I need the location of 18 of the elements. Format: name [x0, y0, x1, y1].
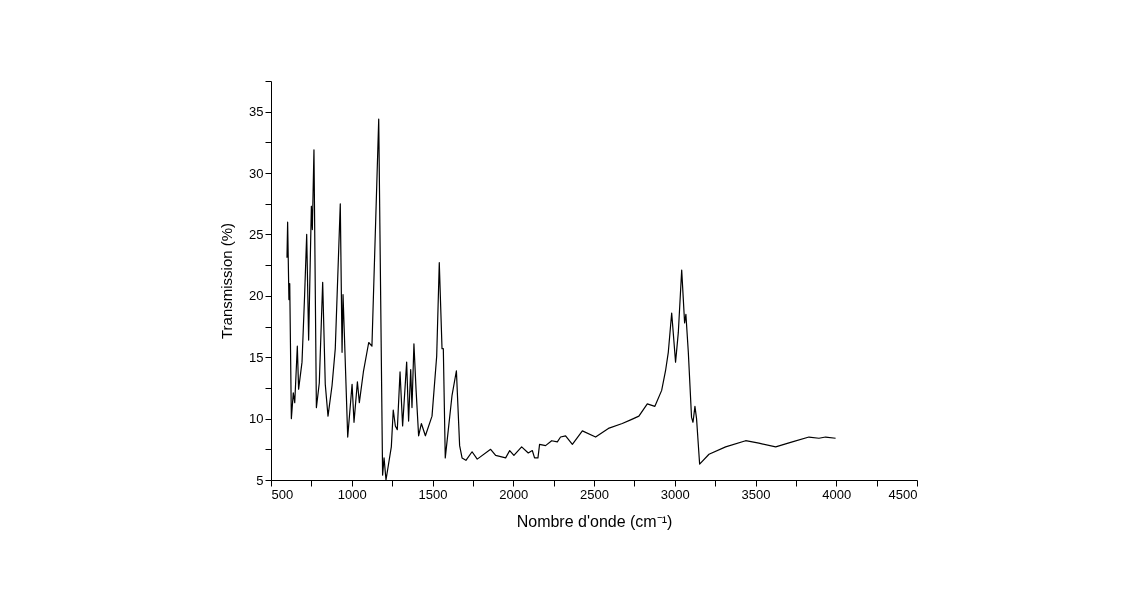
y-tick-label: 10 — [249, 411, 264, 427]
x-tick-label: 2000 — [499, 486, 529, 502]
x-tick-label: 4000 — [822, 486, 852, 502]
y-tick-label: 5 — [256, 472, 264, 488]
y-tick-label: 25 — [249, 226, 264, 242]
x-tick-label: 1500 — [418, 486, 448, 502]
x-tick-label: 3500 — [741, 486, 771, 502]
x-tick-label: 3000 — [660, 486, 690, 502]
y-tick-label: 30 — [249, 165, 264, 181]
x-tick-label: 1000 — [337, 486, 367, 502]
y-tick-label: 20 — [249, 288, 264, 304]
y-tick-label: 15 — [249, 349, 264, 365]
x-tick-label: 2500 — [580, 486, 609, 502]
x-axis-title: Nombre d'onde (cm⁻¹) — [516, 512, 673, 530]
y-axis-title: Transmission (%) — [218, 222, 236, 340]
y-tick-label: 35 — [249, 104, 264, 120]
x-tick-label: 500 — [271, 486, 294, 502]
x-tick-label: 4500 — [888, 486, 918, 502]
